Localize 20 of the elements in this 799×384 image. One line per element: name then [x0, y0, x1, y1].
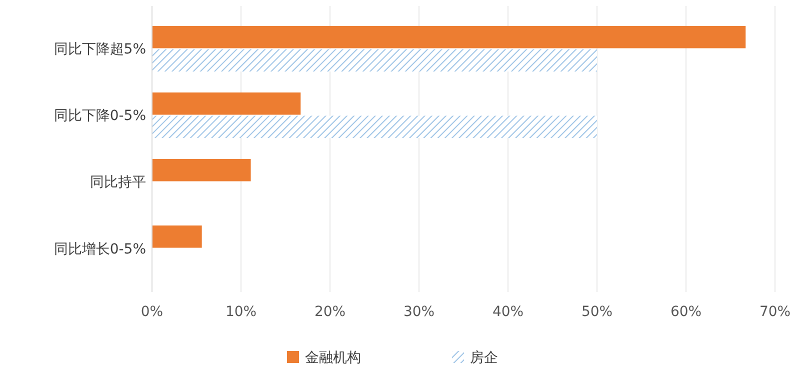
- bar: [152, 49, 597, 72]
- bar: [152, 158, 251, 182]
- legend-label: 房企: [470, 350, 498, 366]
- x-tick-label: 30%: [403, 304, 435, 320]
- bar: [152, 116, 597, 138]
- x-tick-label: 70%: [759, 304, 791, 320]
- x-tick-label: 50%: [581, 304, 613, 320]
- x-tick-label: 10%: [225, 304, 257, 320]
- y-tick-label: 同比增长0-5%: [54, 241, 146, 258]
- x-tick-label: 20%: [314, 304, 346, 320]
- y-tick-label: 同比下降超5%: [54, 42, 146, 58]
- bar: [152, 225, 202, 248]
- bar: [152, 92, 301, 115]
- y-tick-label: 同比下降0-5%: [54, 108, 146, 124]
- x-tick-label: 40%: [492, 304, 524, 320]
- x-tick-label: 0%: [140, 304, 164, 320]
- y-tick-label: 同比持平: [90, 174, 146, 191]
- x-tick-label: 60%: [670, 304, 702, 320]
- legend-label: 金融机构: [305, 350, 361, 366]
- bar: [152, 26, 746, 48]
